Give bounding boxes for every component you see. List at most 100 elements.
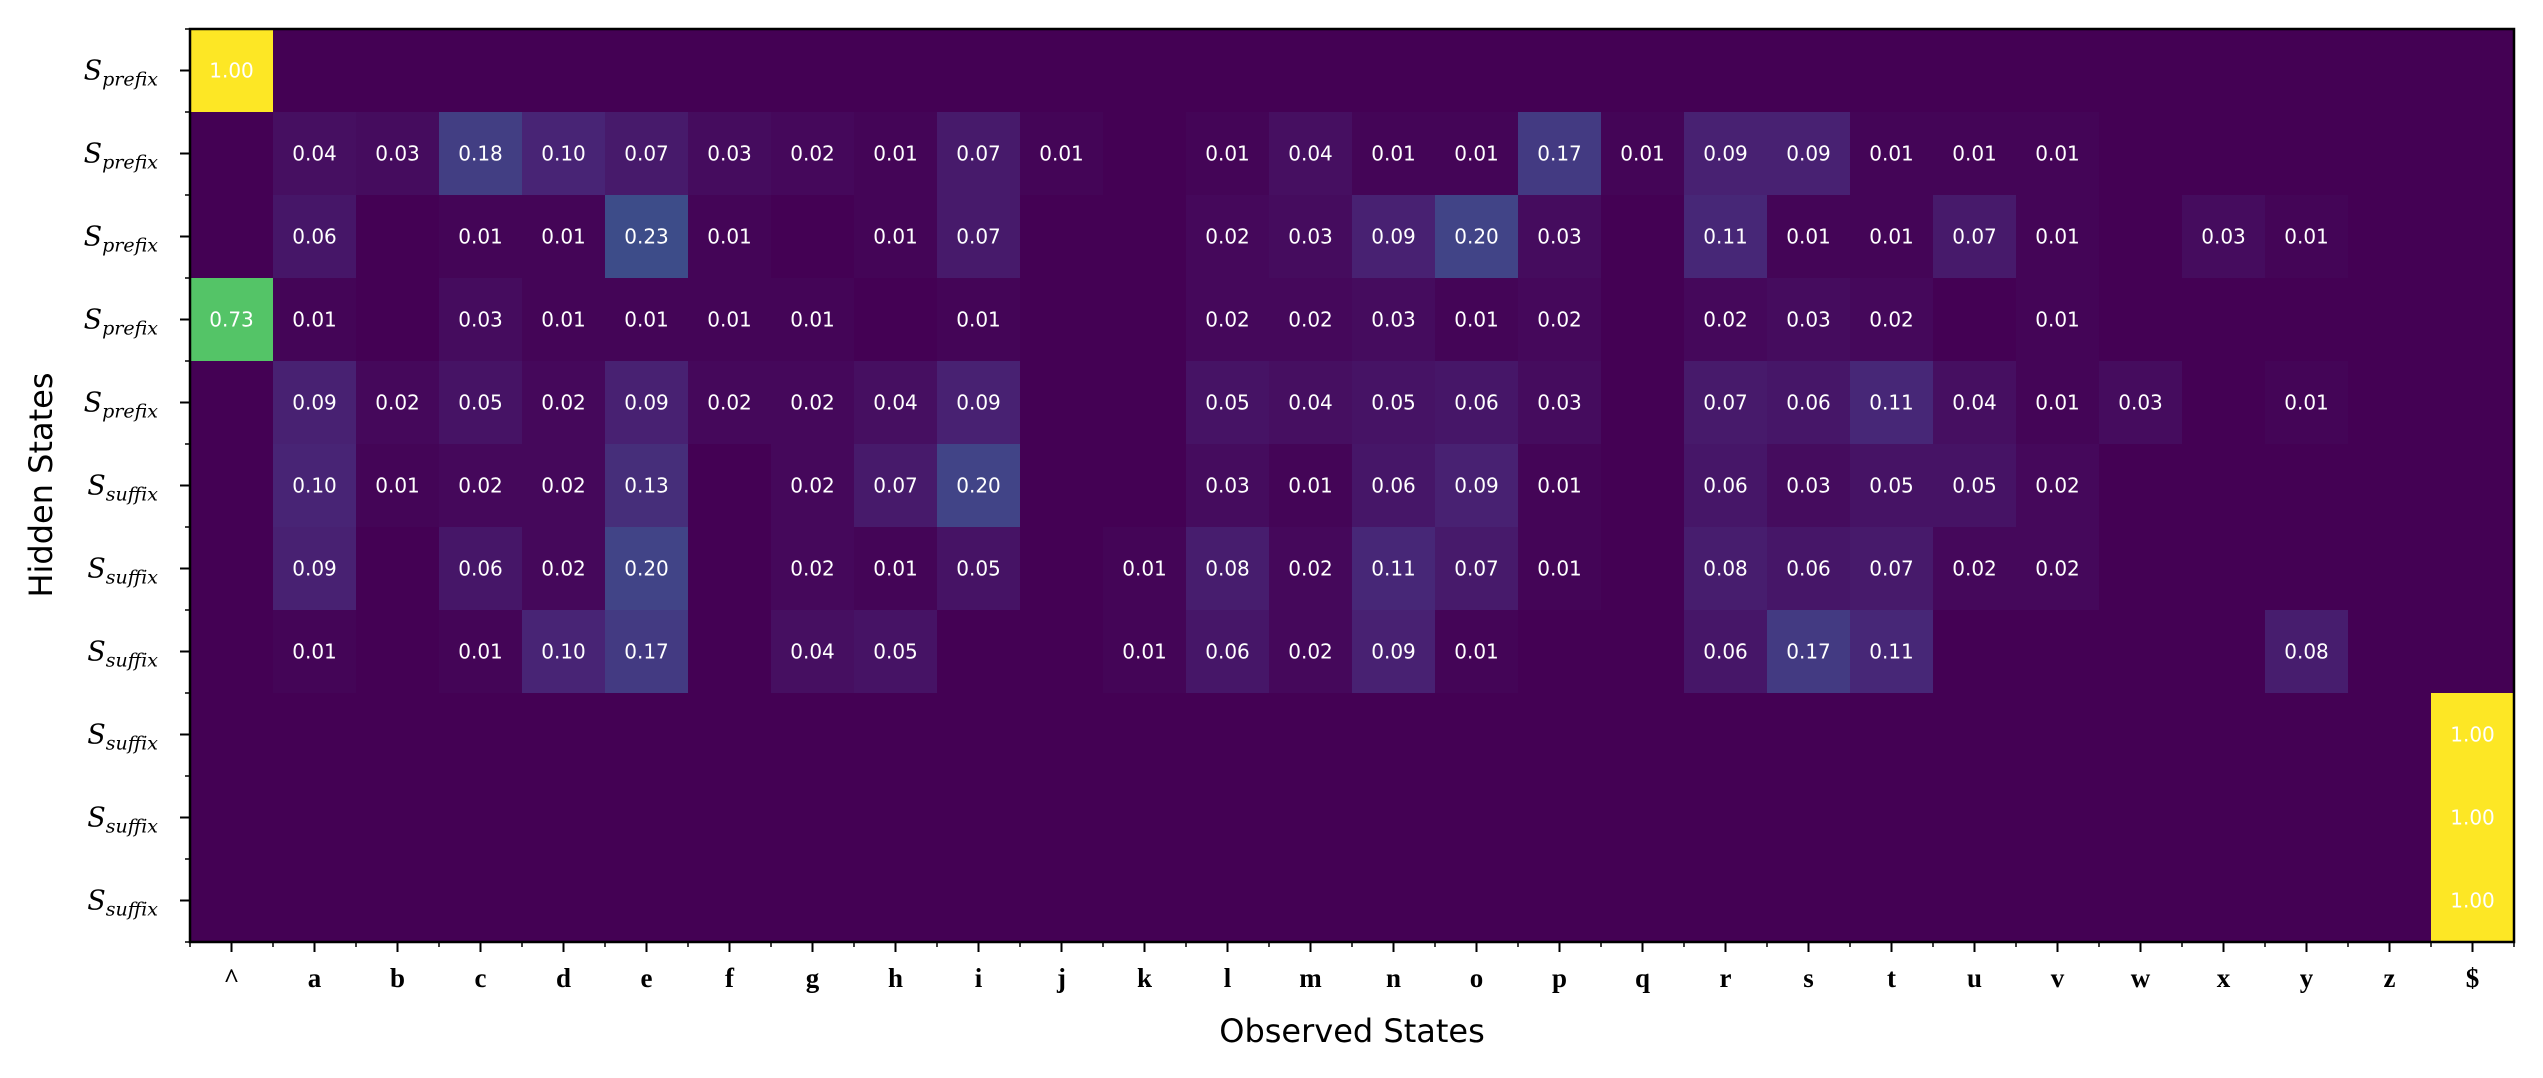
heatmap-cell (1352, 278, 1436, 362)
heatmap-cell (1518, 278, 1602, 362)
heatmap-cell (356, 610, 440, 694)
heatmap-cell (439, 195, 523, 279)
heatmap-cell (1269, 361, 1353, 445)
heatmap-cell (2099, 278, 2183, 362)
heatmap-cell (522, 195, 606, 279)
heatmap-cell (1186, 776, 1270, 860)
y-tick-label: Sprefix (84, 56, 159, 91)
x-tick-label: q (1635, 963, 1650, 993)
heatmap-cell (854, 859, 938, 943)
heatmap-cell (1435, 610, 1519, 694)
heatmap-cell (605, 278, 689, 362)
heatmap-cell (688, 29, 772, 113)
heatmap-cell (1933, 361, 2017, 445)
heatmap-cell (854, 361, 938, 445)
heatmap-cell (2182, 112, 2266, 196)
x-tick-label: f (725, 963, 735, 993)
heatmap-cell (854, 610, 938, 694)
cell-value-label: 0.09 (1786, 142, 1831, 166)
cell-value-label: 0.07 (624, 142, 669, 166)
heatmap-cell (2265, 278, 2349, 362)
heatmap-cell (1518, 527, 1602, 611)
heatmap-cell (1767, 693, 1851, 777)
heatmap-cell (2016, 29, 2100, 113)
heatmap-cell (190, 527, 274, 611)
heatmap-cell (1269, 195, 1353, 279)
heatmap-cell (2182, 29, 2266, 113)
x-tick-label: b (390, 963, 405, 993)
y-tick-label: Sprefix (84, 305, 159, 340)
cell-value-label: 0.11 (1869, 391, 1914, 415)
cell-value-label: 0.07 (1869, 557, 1914, 581)
heatmap-cell (1186, 361, 1270, 445)
heatmap-cell (937, 195, 1021, 279)
heatmap-cell (2265, 527, 2349, 611)
heatmap-cell (2348, 859, 2432, 943)
cell-value-label: 0.73 (209, 308, 254, 332)
x-tick-label: k (1137, 963, 1152, 993)
cell-value-label: 0.05 (956, 557, 1001, 581)
heatmap-cell (1435, 776, 1519, 860)
heatmap-cell (1020, 361, 1104, 445)
cell-value-label: 0.01 (2284, 391, 2329, 415)
heatmap-cell (2265, 112, 2349, 196)
heatmap-cell (522, 361, 606, 445)
heatmap-cell (2182, 610, 2266, 694)
heatmap-cell (771, 776, 855, 860)
heatmap-cell (1269, 776, 1353, 860)
heatmap-cell (2265, 776, 2349, 860)
heatmap-cell (1601, 112, 1685, 196)
cell-value-label: 0.02 (1205, 308, 1250, 332)
heatmap-cell (771, 859, 855, 943)
heatmap-cell (2348, 527, 2432, 611)
cell-value-label: 0.02 (1952, 557, 1997, 581)
cell-value-label: 0.03 (1288, 225, 1333, 249)
heatmap-cell (356, 195, 440, 279)
cell-value-label: 0.03 (1537, 391, 1582, 415)
heatmap-cell (1518, 444, 1602, 528)
heatmap-cell (2016, 693, 2100, 777)
heatmap-cell (1684, 195, 1768, 279)
heatmap-cell (1435, 693, 1519, 777)
heatmap-cell (356, 693, 440, 777)
cell-value-label: 0.08 (1205, 557, 1250, 581)
heatmap-cell (1435, 859, 1519, 943)
heatmap-cell (2099, 693, 2183, 777)
cell-value-label: 0.02 (790, 142, 835, 166)
heatmap-cell (1601, 361, 1685, 445)
heatmap-cell (1684, 29, 1768, 113)
cell-value-label: 0.09 (1703, 142, 1748, 166)
cell-value-label: 0.02 (458, 474, 503, 498)
heatmap-cell (1601, 278, 1685, 362)
heatmap-cell (1767, 610, 1851, 694)
heatmap-cell (2348, 776, 2432, 860)
cell-value-label: 0.04 (292, 142, 337, 166)
heatmap-cell (854, 693, 938, 777)
plot-area: 1.00 0.04 0.03 0.18 0.10 0.07 0.03 0.02 0.01 0.07… (190, 29, 2515, 943)
heatmap-cell (1601, 444, 1685, 528)
heatmap-cell (1103, 278, 1187, 362)
heatmap-cell (1352, 527, 1436, 611)
heatmap-cell (2265, 195, 2349, 279)
heatmap-cell (688, 610, 772, 694)
cell-value-label: 0.08 (1703, 557, 1748, 581)
heatmap-cell (522, 527, 606, 611)
heatmap-cell (605, 361, 689, 445)
heatmap-cell (273, 112, 357, 196)
heatmap-cell (1103, 527, 1187, 611)
cell-value-label: 0.11 (1703, 225, 1748, 249)
heatmap-cell (1518, 112, 1602, 196)
x-tick-label: h (888, 963, 903, 993)
heatmap-cell (688, 693, 772, 777)
heatmap-cell (688, 776, 772, 860)
cell-value-label: 0.01 (873, 557, 918, 581)
cell-value-label: 0.02 (790, 474, 835, 498)
heatmap-cell (688, 112, 772, 196)
heatmap-cell (1269, 444, 1353, 528)
y-axis-ticks: Sprefix Sprefix Sprefix Sprefix Sprefix Ssuff… (84, 28, 190, 943)
heatmap-cell (937, 859, 1021, 943)
heatmap-cell (2182, 278, 2266, 362)
heatmap-cell (1186, 527, 1270, 611)
x-tick-label: o (1470, 963, 1484, 993)
heatmap-cell (1020, 444, 1104, 528)
